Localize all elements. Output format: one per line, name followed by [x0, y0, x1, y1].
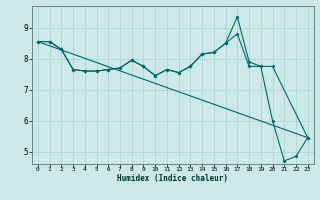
X-axis label: Humidex (Indice chaleur): Humidex (Indice chaleur) — [117, 174, 228, 183]
